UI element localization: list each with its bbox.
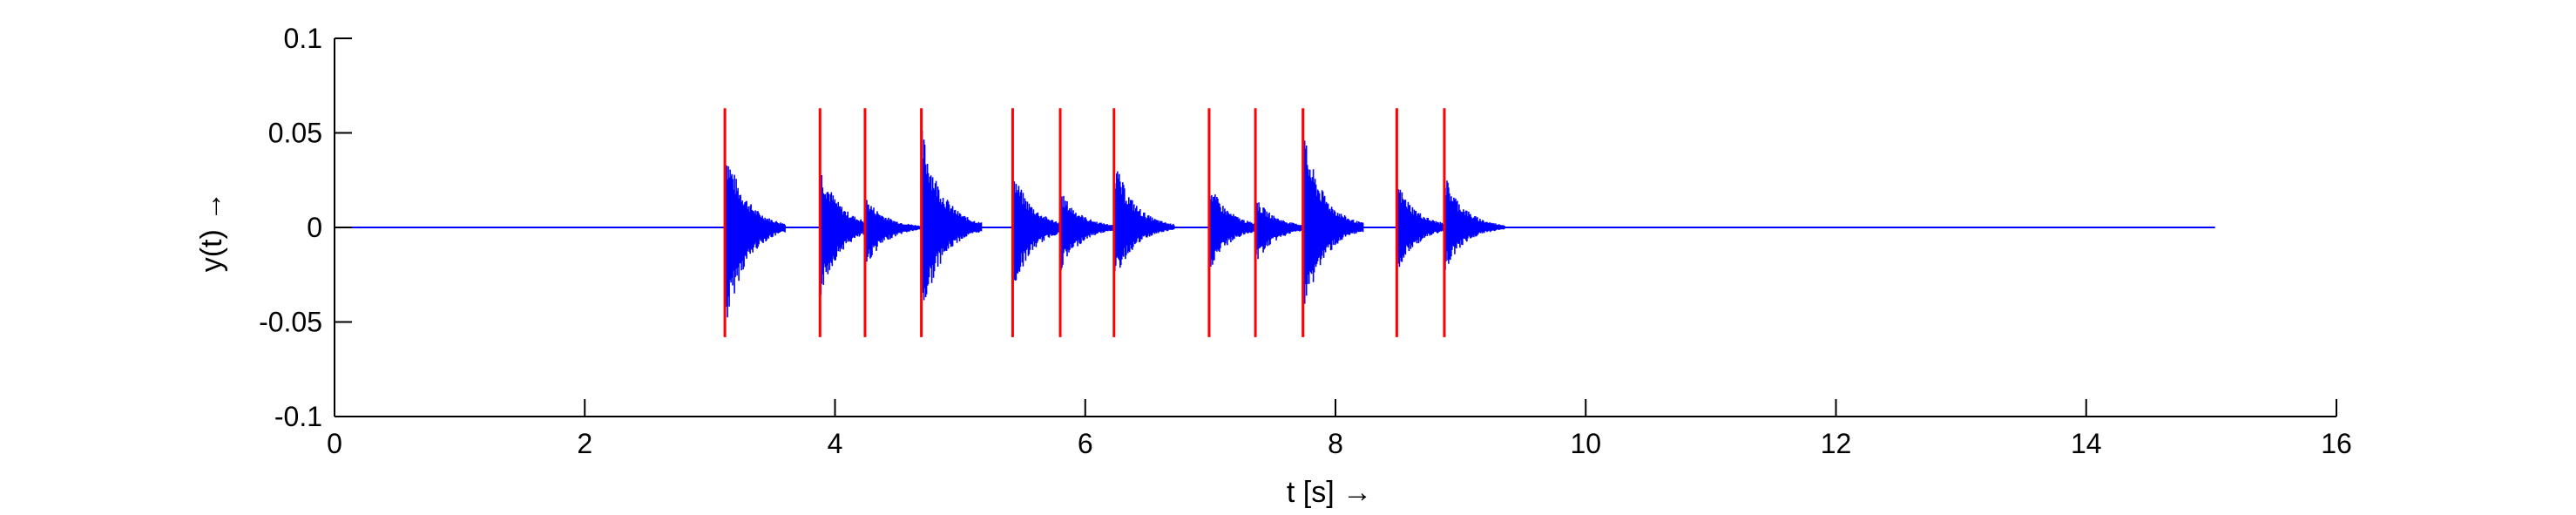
y-tick-label: 0.1 bbox=[284, 23, 322, 54]
y-tick-label: -0.1 bbox=[274, 401, 322, 432]
signal-burst bbox=[920, 125, 983, 315]
x-tick-label: 4 bbox=[828, 428, 843, 459]
x-axis-label: t [s] → bbox=[1287, 476, 1372, 509]
signal-burst bbox=[1444, 180, 1505, 270]
x-tick-label: 0 bbox=[327, 428, 342, 459]
signal-burst bbox=[724, 158, 786, 318]
signal-burst bbox=[1059, 195, 1121, 270]
plot-area: 0 2 4 6 8 10 12 14 16 0.1 0.05 0 -0.05 -0.1 bbox=[259, 23, 2352, 459]
y-tick-label: -0.05 bbox=[259, 307, 322, 338]
onset-marker-layer bbox=[723, 108, 1446, 337]
x-tick-label: 8 bbox=[1328, 428, 1343, 459]
y-tick-label: 0.05 bbox=[268, 118, 322, 149]
signal-burst bbox=[1113, 171, 1175, 272]
x-tick-label: 14 bbox=[2071, 428, 2102, 459]
y-tick-label: 0 bbox=[307, 212, 322, 243]
signal-layer bbox=[335, 125, 2215, 318]
signal-burst bbox=[1302, 140, 1364, 304]
y-axis-label: y(t) → bbox=[195, 192, 228, 273]
signal-burst bbox=[864, 200, 926, 262]
x-tick-label: 12 bbox=[1821, 428, 1852, 459]
x-tick-label: 6 bbox=[1078, 428, 1093, 459]
x-tick-label: 2 bbox=[577, 428, 592, 459]
x-tick-label: 10 bbox=[1570, 428, 1601, 459]
axes-layer: 0 2 4 6 8 10 12 14 16 0.1 0.05 0 -0.05 -0.1 bbox=[259, 23, 2352, 459]
x-tick-label: 16 bbox=[2321, 428, 2352, 459]
